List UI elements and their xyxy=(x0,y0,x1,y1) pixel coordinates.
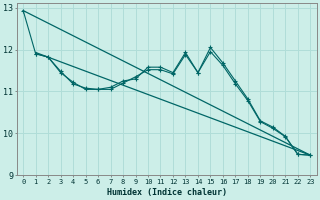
X-axis label: Humidex (Indice chaleur): Humidex (Indice chaleur) xyxy=(107,188,227,197)
